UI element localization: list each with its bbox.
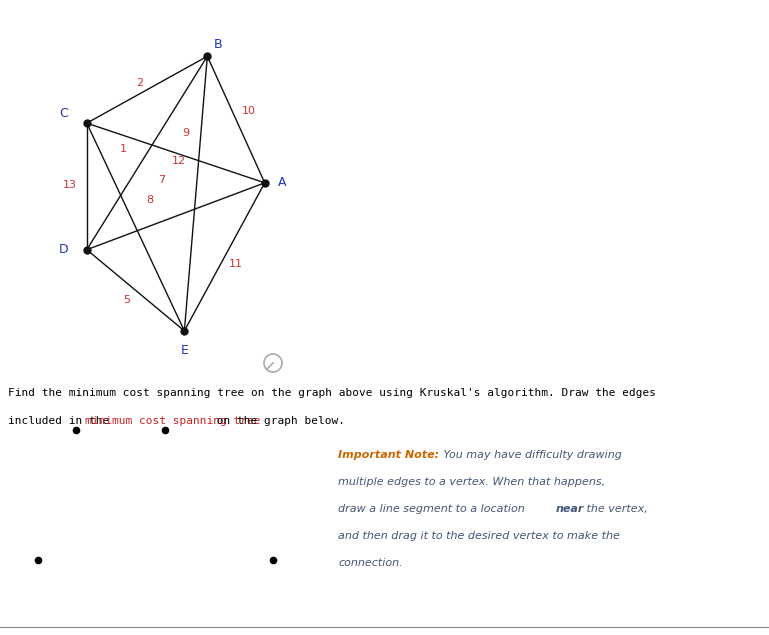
- Text: 5: 5: [124, 295, 131, 305]
- Text: B: B: [213, 38, 222, 51]
- Text: near: near: [556, 504, 584, 514]
- Text: 1: 1: [119, 144, 126, 154]
- Text: on the graph below.: on the graph below.: [210, 416, 345, 426]
- Text: E: E: [181, 344, 188, 356]
- Text: the vertex,: the vertex,: [583, 504, 647, 514]
- Text: 7: 7: [158, 175, 165, 185]
- Text: connection.: connection.: [338, 558, 403, 568]
- Text: and then drag it to the desired vertex to make the: and then drag it to the desired vertex t…: [338, 531, 620, 541]
- Text: 2: 2: [137, 79, 144, 88]
- Text: A: A: [278, 177, 286, 189]
- Text: 9: 9: [182, 128, 190, 138]
- Text: D: D: [59, 243, 68, 256]
- Text: included in the: included in the: [8, 416, 116, 426]
- Text: You may have difficulty drawing: You may have difficulty drawing: [440, 450, 622, 460]
- Text: 13: 13: [62, 180, 77, 190]
- Text: C: C: [59, 107, 68, 120]
- Text: Important Note:: Important Note:: [338, 450, 439, 460]
- Text: 8: 8: [146, 194, 154, 204]
- Text: 12: 12: [171, 156, 185, 166]
- Text: draw a line segment to a location: draw a line segment to a location: [338, 504, 528, 514]
- Text: minimum cost spanning tree: minimum cost spanning tree: [85, 416, 260, 426]
- Text: multiple edges to a vertex. When that happens,: multiple edges to a vertex. When that ha…: [338, 477, 605, 487]
- Text: Find the minimum cost spanning tree on the graph above using Kruskal's algorithm: Find the minimum cost spanning tree on t…: [8, 388, 656, 398]
- Text: 11: 11: [229, 259, 243, 269]
- Text: 10: 10: [242, 106, 256, 116]
